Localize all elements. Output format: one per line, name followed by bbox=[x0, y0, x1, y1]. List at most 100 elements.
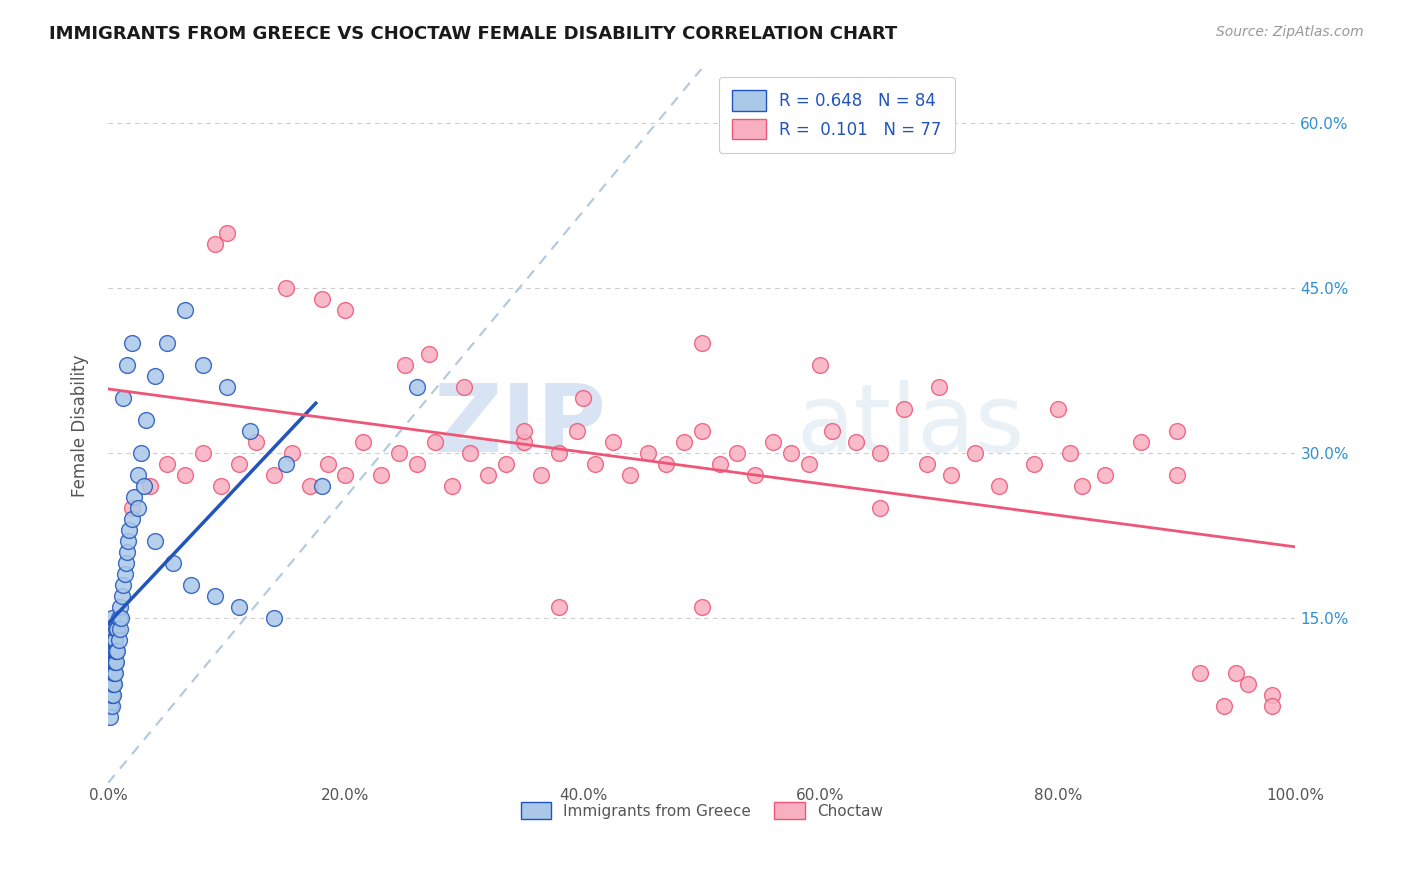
Point bbox=[98, 677, 121, 691]
Point bbox=[103, 644, 125, 658]
Point bbox=[690, 600, 713, 615]
Point bbox=[98, 688, 121, 702]
Point bbox=[100, 699, 122, 714]
Text: Source: ZipAtlas.com: Source: ZipAtlas.com bbox=[1216, 25, 1364, 39]
Point bbox=[112, 578, 135, 592]
Point bbox=[98, 677, 121, 691]
Point bbox=[121, 501, 143, 516]
Point bbox=[619, 468, 641, 483]
Point bbox=[1237, 677, 1260, 691]
Point bbox=[418, 347, 440, 361]
Point bbox=[1260, 699, 1282, 714]
Point bbox=[370, 468, 392, 483]
Point bbox=[98, 688, 121, 702]
Point bbox=[388, 446, 411, 460]
Point bbox=[394, 359, 416, 373]
Point bbox=[145, 534, 167, 549]
Point bbox=[104, 644, 127, 658]
Point bbox=[1260, 688, 1282, 702]
Point bbox=[245, 435, 267, 450]
Point bbox=[453, 380, 475, 394]
Point bbox=[263, 468, 285, 483]
Point bbox=[274, 281, 297, 295]
Point bbox=[100, 655, 122, 669]
Point bbox=[458, 446, 481, 460]
Point bbox=[100, 666, 122, 681]
Point bbox=[939, 468, 962, 483]
Point bbox=[987, 479, 1010, 493]
Point bbox=[405, 380, 427, 394]
Point bbox=[298, 479, 321, 493]
Point bbox=[115, 359, 138, 373]
Point bbox=[98, 699, 121, 714]
Point bbox=[1024, 457, 1046, 471]
Point bbox=[135, 413, 157, 427]
Point bbox=[1166, 468, 1188, 483]
Point bbox=[98, 699, 121, 714]
Point bbox=[101, 644, 124, 658]
Point bbox=[548, 600, 571, 615]
Point bbox=[869, 446, 891, 460]
Point bbox=[963, 446, 986, 460]
Point bbox=[335, 303, 357, 318]
Point bbox=[637, 446, 659, 460]
Point bbox=[138, 479, 160, 493]
Point bbox=[114, 556, 136, 570]
Point bbox=[1189, 666, 1212, 681]
Point bbox=[530, 468, 553, 483]
Point bbox=[101, 633, 124, 648]
Point bbox=[477, 468, 499, 483]
Point bbox=[121, 512, 143, 526]
Point bbox=[103, 633, 125, 648]
Point bbox=[335, 468, 357, 483]
Point bbox=[495, 457, 517, 471]
Point bbox=[100, 622, 122, 636]
Point bbox=[100, 677, 122, 691]
Point bbox=[405, 457, 427, 471]
Point bbox=[316, 457, 339, 471]
Point bbox=[105, 644, 128, 658]
Point bbox=[1130, 435, 1153, 450]
Point bbox=[548, 446, 571, 460]
Point bbox=[744, 468, 766, 483]
Point bbox=[845, 435, 868, 450]
Point bbox=[98, 655, 121, 669]
Point bbox=[423, 435, 446, 450]
Point bbox=[869, 501, 891, 516]
Point bbox=[118, 523, 141, 537]
Point bbox=[129, 446, 152, 460]
Point bbox=[122, 490, 145, 504]
Point bbox=[98, 666, 121, 681]
Point bbox=[100, 611, 122, 625]
Point bbox=[1070, 479, 1092, 493]
Point bbox=[132, 479, 155, 493]
Point bbox=[174, 303, 197, 318]
Point bbox=[690, 424, 713, 438]
Point bbox=[228, 600, 250, 615]
Point bbox=[263, 611, 285, 625]
Point bbox=[98, 710, 121, 724]
Point bbox=[103, 677, 125, 691]
Point bbox=[98, 666, 121, 681]
Point bbox=[98, 622, 121, 636]
Point bbox=[917, 457, 939, 471]
Point bbox=[352, 435, 374, 450]
Point bbox=[274, 457, 297, 471]
Point bbox=[311, 293, 333, 307]
Point bbox=[156, 457, 179, 471]
Point bbox=[1094, 468, 1116, 483]
Point bbox=[441, 479, 464, 493]
Point bbox=[583, 457, 606, 471]
Point bbox=[512, 435, 534, 450]
Point bbox=[98, 655, 121, 669]
Y-axis label: Female Disability: Female Disability bbox=[72, 354, 89, 497]
Point bbox=[101, 666, 124, 681]
Point bbox=[565, 424, 588, 438]
Point bbox=[1059, 446, 1081, 460]
Text: atlas: atlas bbox=[797, 380, 1025, 472]
Point bbox=[228, 457, 250, 471]
Point bbox=[180, 578, 202, 592]
Point bbox=[1046, 402, 1069, 417]
Point bbox=[512, 424, 534, 438]
Point bbox=[1225, 666, 1247, 681]
